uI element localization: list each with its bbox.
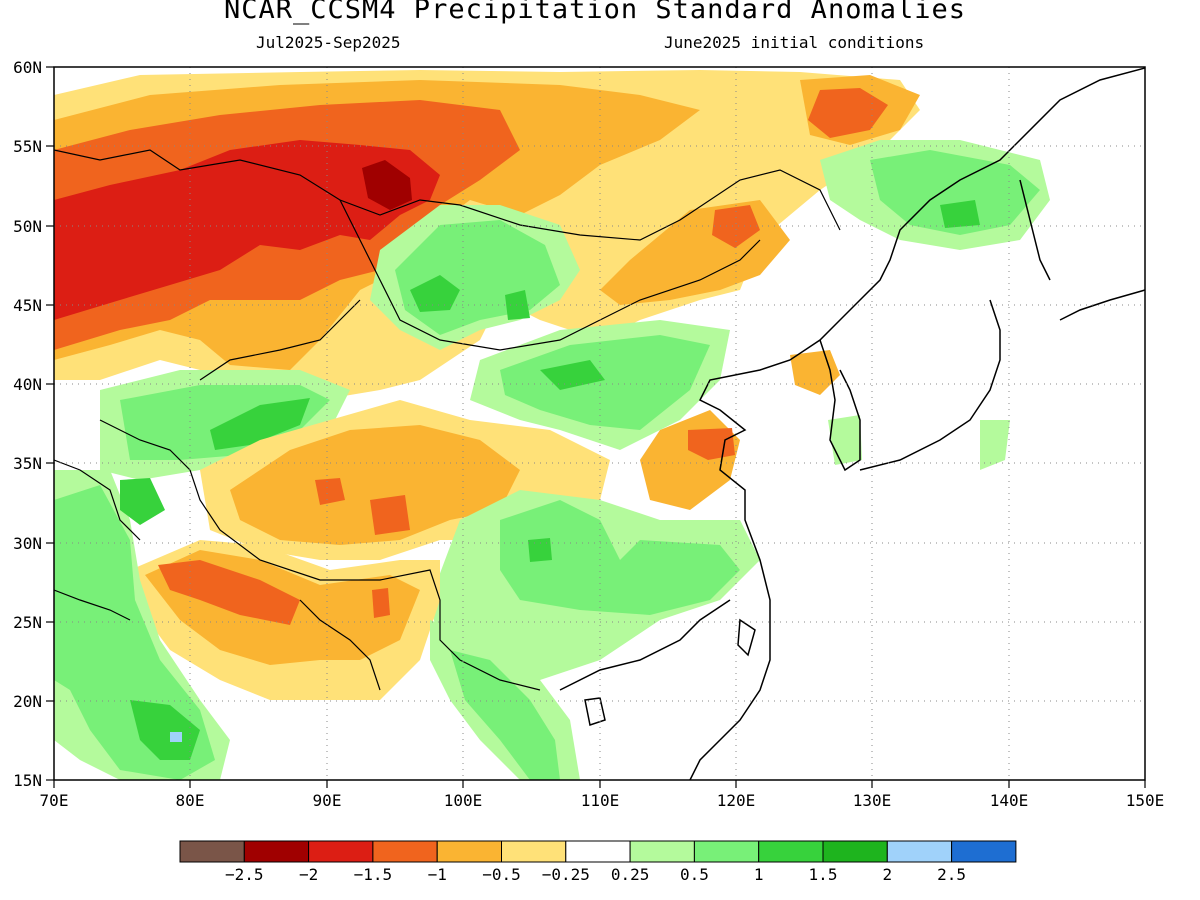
x-tick-label: 120E — [717, 791, 756, 810]
x-tick-label: 130E — [853, 791, 892, 810]
y-tick-label: 35N — [13, 454, 42, 473]
legend-label: −2.5 — [225, 865, 264, 884]
legend-label: −0.25 — [542, 865, 590, 884]
legend-label: −2 — [299, 865, 318, 884]
field-pos-schina-strong — [528, 538, 552, 562]
legend-swatch — [629, 840, 695, 863]
legend-swatch — [565, 840, 631, 863]
legend-label: −1.5 — [354, 865, 393, 884]
legend-swatch — [693, 840, 760, 863]
y-tick-label: 20N — [13, 692, 42, 711]
field-pos-india-strong — [130, 700, 200, 760]
field-neg-amur-strong — [712, 205, 760, 248]
x-tick-label: 90E — [313, 791, 342, 810]
tick-marks — [46, 66, 1146, 788]
field-pos-india-mid — [54, 485, 215, 780]
field-neg-north-dark — [362, 160, 412, 210]
field-pos-okhotsk-mid — [870, 150, 1040, 235]
field-neg-central-mid — [230, 425, 520, 545]
field-pos-japan-light — [980, 420, 1010, 470]
y-tick-label: 15N — [13, 771, 42, 790]
legend-swatch — [179, 840, 245, 863]
x-axis-labels: 70E 80E 90E 100E 110E 120E 130E 140E 150… — [40, 791, 1165, 810]
y-tick-label: 25N — [13, 613, 42, 632]
y-tick-label: 50N — [13, 217, 42, 236]
graticule — [54, 67, 1145, 780]
field-pos-mongolia-strong — [410, 275, 460, 312]
field-neg-himalaya-strong2 — [372, 588, 390, 618]
legend-swatch — [822, 840, 888, 863]
legend-swatch — [951, 840, 1017, 863]
y-tick-label: 60N — [13, 58, 42, 77]
field-pos-schina-mid — [500, 500, 740, 615]
x-tick-label: 70E — [40, 791, 69, 810]
field-pos-india-peak — [170, 732, 182, 742]
field-neg-ne-strong — [808, 88, 888, 138]
borders — [54, 149, 841, 691]
legend-swatch — [243, 840, 310, 863]
y-tick-label: 55N — [13, 137, 42, 156]
legend-swatch — [886, 840, 953, 863]
legend-swatch — [758, 840, 824, 863]
forecast-period: Jul2025-Sep2025 — [256, 33, 401, 52]
field-neg-himalaya-strong — [158, 560, 300, 625]
field-pos-nchina-strong — [540, 360, 605, 390]
legend-swatch — [372, 840, 438, 863]
coastlines — [559, 67, 1145, 780]
x-tick-label: 150E — [1126, 791, 1165, 810]
field-neg-central-strong — [315, 478, 345, 505]
field-pos-indochina-mid — [450, 650, 560, 780]
color-legend-labels: −2.5 −2 −1.5 −1 −0.5 −0.25 0.25 0.5 1 1.5 2 2.5 — [225, 865, 966, 884]
legend-label: 2 — [882, 865, 892, 884]
x-tick-label: 140E — [990, 791, 1029, 810]
anomaly-fields — [54, 67, 1145, 780]
x-tick-label: 110E — [581, 791, 620, 810]
legend-label: −0.5 — [482, 865, 521, 884]
legend-label: 1.5 — [809, 865, 838, 884]
field-pos-india-strong2 — [120, 478, 165, 525]
legend-swatch — [308, 840, 374, 863]
field-neg-central-strong2 — [370, 495, 410, 535]
field-pos-mongolia-strong2 — [505, 290, 530, 320]
legend-label: −1 — [428, 865, 447, 884]
field-pos-tibet-strong — [210, 398, 310, 450]
legend-swatch — [436, 840, 503, 863]
legend-swatch — [501, 840, 567, 863]
y-tick-label: 40N — [13, 375, 42, 394]
legend-label: 0.25 — [611, 865, 650, 884]
y-tick-label: 45N — [13, 296, 42, 315]
y-axis-labels: 15N 20N 25N 30N 35N 40N 45N 50N 55N 60N — [13, 58, 42, 790]
map-title: NCAR_CCSM4 Precipitation Standard Anomal… — [224, 0, 966, 25]
legend-label: 0.5 — [680, 865, 709, 884]
field-pos-nchina-mid — [500, 335, 710, 430]
legend-label: 2.5 — [937, 865, 966, 884]
field-pos-okhotsk-strong — [940, 200, 980, 228]
field-neg-north-red — [54, 140, 440, 320]
x-tick-label: 80E — [176, 791, 205, 810]
x-tick-label: 100E — [444, 791, 483, 810]
color-legend — [179, 840, 1017, 863]
initial-conditions: June2025 initial conditions — [664, 33, 925, 52]
legend-label: 1 — [754, 865, 764, 884]
y-tick-label: 30N — [13, 534, 42, 553]
